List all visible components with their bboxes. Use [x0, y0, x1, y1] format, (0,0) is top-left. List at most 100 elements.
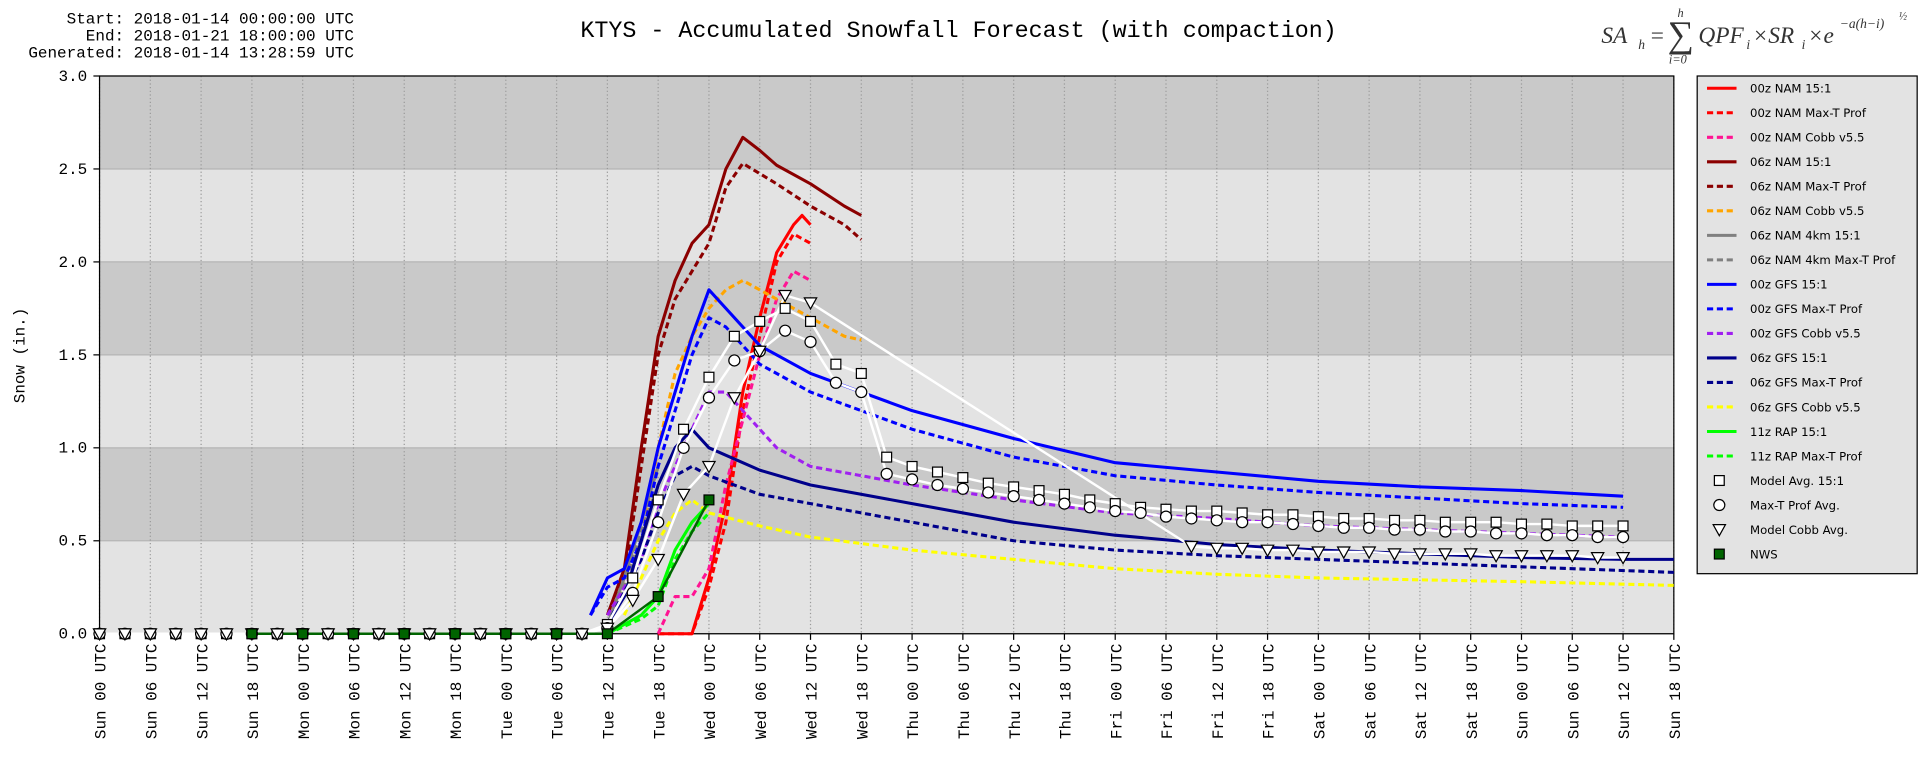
x-tick-label: Sun 00 UTC — [93, 644, 111, 740]
x-tick-label: Sun 18 UTC — [245, 644, 263, 740]
marker — [1591, 530, 1604, 544]
legend-label: 06z GFS Max-T Prof — [1750, 376, 1863, 390]
marker — [1616, 530, 1630, 544]
formula-eq: = — [1649, 23, 1665, 49]
y-tick-label: 1.5 — [59, 347, 88, 365]
series-line — [605, 135, 863, 616]
marker — [1362, 521, 1376, 534]
marker — [1590, 552, 1605, 565]
y-tick-label: 2.0 — [59, 254, 88, 272]
marker — [676, 488, 691, 502]
x-tick-label: Wed 18 UTC — [854, 644, 872, 740]
marker — [347, 628, 359, 640]
formula-lhs-sub: h — [1638, 37, 1645, 52]
x-tick-label: Tue 18 UTC — [651, 644, 669, 740]
series-line — [658, 232, 812, 636]
x-tick-label: Sat 12 UTC — [1413, 644, 1431, 740]
legend-box — [1696, 75, 1918, 575]
marker — [1540, 529, 1554, 542]
plot-band — [99, 447, 1674, 541]
marker — [702, 391, 716, 404]
plot-band — [99, 261, 1674, 355]
marker — [320, 628, 336, 642]
marker — [143, 628, 158, 642]
marker — [297, 628, 309, 640]
marker — [1489, 527, 1503, 540]
marker — [1285, 544, 1301, 558]
x-tick-label: Mon 06 UTC — [347, 644, 365, 740]
formula-e: ×e — [1808, 23, 1834, 49]
marker — [1592, 520, 1604, 532]
x-tick-label: Sun 12 UTC — [1616, 644, 1634, 740]
legend-label: 00z GFS Max-T Prof — [1750, 302, 1863, 316]
marker — [117, 628, 133, 642]
y-tick-label: 0.5 — [59, 533, 88, 551]
marker — [1514, 550, 1529, 564]
x-tick-label: Thu 00 UTC — [905, 644, 923, 740]
marker — [931, 478, 944, 492]
x-tick-label: Mon 00 UTC — [296, 644, 314, 740]
plot-band — [99, 76, 1674, 169]
marker — [1566, 529, 1579, 542]
marker — [1515, 527, 1528, 540]
marker — [678, 423, 690, 435]
marker — [1109, 504, 1122, 518]
marker — [830, 358, 842, 370]
marker — [246, 628, 258, 640]
marker — [855, 385, 868, 399]
x-tick-label: Sun 18 UTC — [1667, 644, 1685, 740]
x-tick-label: Mon 18 UTC — [448, 644, 466, 740]
marker — [905, 473, 919, 486]
marker — [398, 628, 410, 640]
marker — [601, 628, 613, 640]
x-tick-label: Sat 06 UTC — [1362, 644, 1380, 740]
x-tick-label: Wed 12 UTC — [804, 644, 822, 740]
marker — [728, 330, 740, 342]
marker — [1210, 514, 1223, 527]
generated-time: Generated: 2018-01-14 13:28:59 UTC — [28, 45, 354, 63]
marker — [1713, 475, 1725, 487]
marker — [778, 324, 792, 337]
series-line — [656, 269, 812, 635]
marker — [92, 628, 107, 642]
chart-title: KTYS - Accumulated Snowfall Forecast (wi… — [580, 19, 1336, 45]
marker — [1261, 516, 1274, 529]
start-time: Start: 2018-01-14 00:00:00 UTC — [67, 10, 354, 28]
x-tick-label: Sun 12 UTC — [194, 644, 212, 740]
marker — [1438, 548, 1453, 562]
x-tick-label: Wed 06 UTC — [753, 644, 771, 740]
marker — [1439, 525, 1452, 538]
formula-sum: ∑ — [1668, 14, 1694, 55]
legend-label: 00z NAM Cobb v5.5 — [1750, 131, 1864, 145]
y-tick-label: 0.0 — [59, 626, 88, 644]
legend-label: Model Cobb Avg. — [1750, 523, 1848, 537]
legend-label: 11z RAP 15:1 — [1750, 425, 1827, 439]
x-tick-label: Fri 18 UTC — [1261, 644, 1279, 740]
marker — [1361, 546, 1377, 560]
marker — [727, 392, 742, 406]
marker — [982, 486, 995, 499]
legend-label: 06z NAM Cobb v5.5 — [1750, 204, 1864, 218]
series-markers — [92, 289, 1631, 642]
marker — [652, 591, 664, 603]
marker — [270, 628, 285, 642]
marker — [1388, 523, 1401, 536]
marker — [703, 371, 715, 383]
legend-label: Model Avg. 15:1 — [1750, 474, 1844, 488]
marker — [627, 572, 639, 584]
marker — [422, 628, 437, 642]
formula-body: QPF — [1698, 23, 1744, 49]
marker — [829, 376, 843, 389]
formula-sub1: i — [1746, 37, 1750, 52]
formula-sub2: i — [1802, 37, 1806, 52]
marker — [956, 482, 970, 495]
marker — [1413, 523, 1427, 536]
marker — [906, 460, 918, 472]
legend-label: 00z NAM 15:1 — [1750, 82, 1831, 96]
plot-band — [99, 540, 1674, 634]
marker — [1387, 548, 1402, 562]
x-tick-label: Mon 12 UTC — [397, 644, 415, 740]
marker — [1412, 548, 1428, 562]
marker — [1337, 521, 1350, 534]
marker — [957, 472, 969, 484]
